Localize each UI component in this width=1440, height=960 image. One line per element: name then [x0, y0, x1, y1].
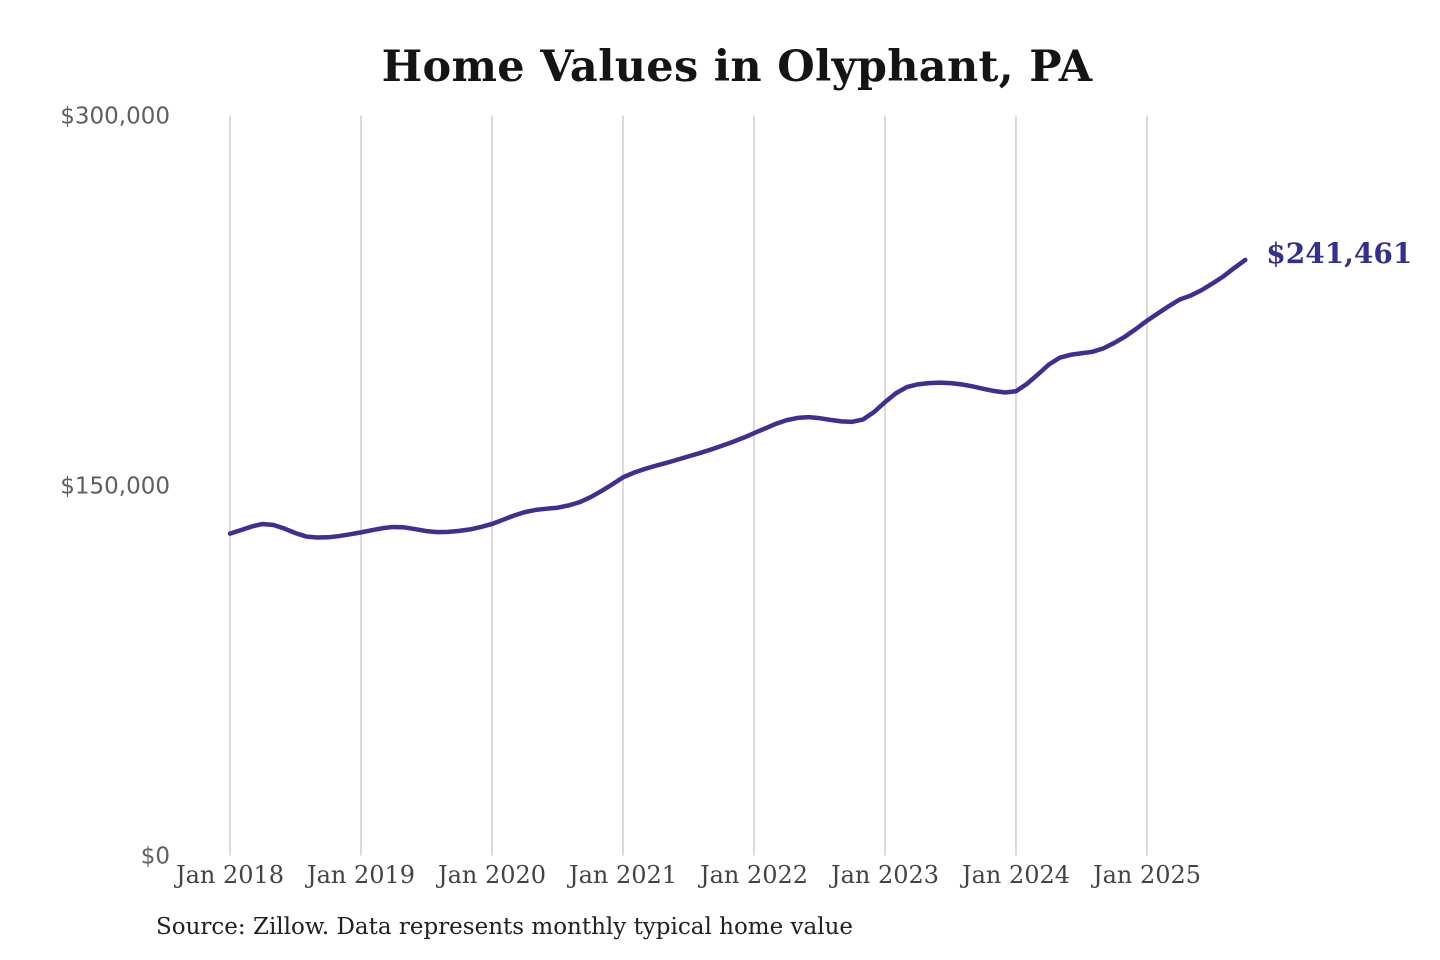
current-value-label: $241,461: [1266, 237, 1412, 270]
x-axis: Jan 2018 Jan 2019 Jan 2020 Jan 2021 Jan 2022…: [173, 861, 1201, 889]
x-axis-tick-label: Jan 2024: [959, 861, 1070, 889]
x-axis-tick-label: Jan 2022: [697, 861, 808, 889]
x-axis-tick-label: Jan 2021: [566, 861, 677, 889]
x-axis-tick-label: Jan 2020: [435, 861, 546, 889]
source-note: Source: Zillow. Data represents monthly …: [156, 914, 854, 940]
y-axis-tick-label: $150,000: [60, 474, 170, 500]
x-axis-tick-label: Jan 2023: [828, 861, 939, 889]
y-axis-tick-label: $300,000: [60, 104, 170, 130]
gridlines: [229, 115, 1148, 856]
x-axis-tick-label: Jan 2025: [1090, 861, 1201, 889]
x-axis-tick-label: Jan 2018: [173, 861, 284, 889]
home-value-line: [227, 257, 1248, 540]
y-axis-tick-label: $0: [141, 844, 170, 870]
chart-title: Home Values in Olyphant, PA: [381, 42, 1093, 92]
y-axis: $0 $150,000 $300,000: [60, 104, 170, 870]
x-axis-tick-label: Jan 2019: [304, 861, 415, 889]
